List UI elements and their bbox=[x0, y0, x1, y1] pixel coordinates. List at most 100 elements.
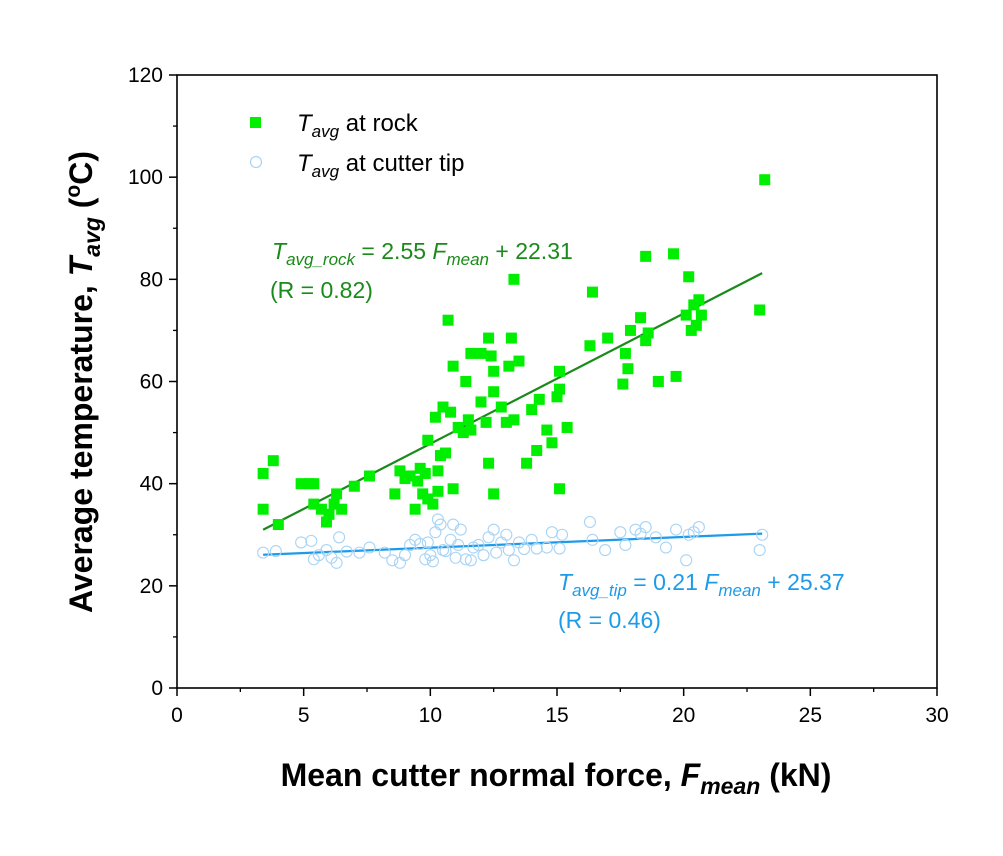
legend: Tavg at rock Tavg at cutter tip bbox=[249, 110, 464, 181]
rock-point bbox=[308, 478, 320, 490]
tip-point bbox=[363, 541, 376, 554]
legend-label-tip: Tavg at cutter tip bbox=[297, 150, 464, 181]
legend-marker-rock bbox=[250, 117, 261, 128]
rock-point bbox=[622, 363, 634, 375]
tip-point bbox=[477, 549, 490, 562]
y-tick-label: 20 bbox=[140, 575, 163, 598]
tip-fit-annotation: Tavg_tip = 0.21 Fmean + 25.37 (R = 0.46) bbox=[558, 569, 845, 633]
rock-point bbox=[323, 508, 335, 520]
tip-point bbox=[639, 521, 652, 534]
rock-point bbox=[640, 250, 652, 262]
rock-point bbox=[680, 309, 692, 321]
tip-point bbox=[452, 538, 465, 552]
rock-point bbox=[394, 465, 406, 477]
tip-point bbox=[340, 545, 353, 558]
rock-point bbox=[624, 324, 636, 336]
rock-point bbox=[429, 411, 441, 423]
tip-point bbox=[353, 546, 366, 559]
rock-point bbox=[348, 480, 360, 492]
rock-point bbox=[465, 424, 477, 436]
rock-point bbox=[336, 503, 348, 515]
legend-label-rock: Tavg at rock bbox=[297, 110, 419, 141]
rock-point bbox=[257, 503, 269, 515]
tip-point bbox=[378, 546, 391, 559]
tip-point bbox=[545, 526, 558, 539]
tip-point bbox=[507, 554, 520, 567]
tip-point bbox=[439, 545, 452, 558]
rock-point bbox=[457, 427, 469, 439]
rock-point bbox=[505, 332, 517, 344]
rock-point bbox=[584, 340, 596, 352]
tip-point bbox=[444, 533, 457, 546]
tip-point bbox=[414, 537, 427, 550]
rock-point bbox=[508, 273, 520, 285]
rock-point bbox=[419, 467, 431, 479]
rock-point bbox=[670, 370, 682, 382]
rock-point bbox=[447, 360, 459, 372]
rock-point bbox=[475, 347, 487, 359]
rock-point bbox=[754, 304, 766, 316]
rock-point bbox=[272, 519, 284, 531]
tip-point bbox=[556, 528, 569, 541]
tip-point bbox=[269, 545, 282, 558]
tip-point bbox=[454, 523, 467, 536]
rock-fit-r-value: (R = 0.82) bbox=[270, 277, 373, 303]
rock-point bbox=[635, 312, 647, 324]
rock-point bbox=[526, 404, 538, 416]
rock-point bbox=[561, 421, 573, 433]
rock-point bbox=[546, 437, 558, 449]
rock-point bbox=[447, 483, 459, 495]
tip-point bbox=[619, 538, 632, 552]
rock-point bbox=[267, 455, 279, 467]
rock-point bbox=[488, 365, 500, 377]
rock-point bbox=[642, 327, 654, 339]
rock-point bbox=[442, 314, 454, 326]
y-tick-label: 0 bbox=[151, 677, 163, 700]
tip-point bbox=[659, 541, 672, 554]
tip-point bbox=[426, 555, 439, 568]
rock-point bbox=[389, 488, 401, 500]
rock-point bbox=[668, 248, 680, 260]
x-tick-label: 0 bbox=[171, 704, 183, 727]
rock-point bbox=[508, 414, 520, 426]
rock-point bbox=[364, 470, 376, 482]
fit-lines bbox=[262, 272, 763, 556]
tip-point bbox=[320, 544, 333, 557]
rock-fit-line bbox=[262, 272, 763, 531]
tip-point bbox=[464, 554, 477, 567]
rock-point bbox=[462, 414, 474, 426]
y-tick-label: 60 bbox=[140, 371, 163, 394]
rock-point bbox=[586, 286, 598, 298]
rock-point bbox=[432, 485, 444, 497]
rock-point bbox=[640, 335, 652, 347]
rock-point bbox=[483, 332, 495, 344]
tip-point bbox=[753, 544, 766, 557]
rock-point bbox=[652, 376, 664, 387]
tip-point bbox=[649, 531, 662, 544]
rock-point bbox=[554, 383, 566, 395]
tip-point bbox=[393, 556, 406, 569]
rock-point bbox=[331, 488, 343, 500]
rock-point bbox=[427, 498, 439, 510]
tip-point bbox=[482, 531, 495, 544]
tip-point bbox=[756, 528, 769, 541]
tip-point bbox=[424, 549, 437, 562]
x-tick-label: 20 bbox=[672, 704, 695, 727]
y-tick-label: 100 bbox=[128, 166, 163, 189]
rock-fit-annotation: Tavg_rock = 2.55 Fmean + 22.31 (R = 0.82… bbox=[270, 238, 573, 303]
x-tick-label: 25 bbox=[799, 704, 822, 727]
rock-point bbox=[480, 416, 492, 428]
rock-point bbox=[315, 503, 327, 515]
tip-point bbox=[583, 515, 596, 529]
tip-point bbox=[330, 556, 343, 569]
rock-point bbox=[503, 360, 515, 372]
rock-point bbox=[695, 309, 707, 321]
rock-point bbox=[500, 416, 512, 428]
rock-point bbox=[683, 271, 695, 283]
rock-point bbox=[465, 347, 477, 359]
rock-point bbox=[602, 332, 614, 344]
tip-fit-line bbox=[263, 532, 763, 556]
tip-point bbox=[398, 549, 412, 562]
tip-point bbox=[459, 553, 472, 566]
